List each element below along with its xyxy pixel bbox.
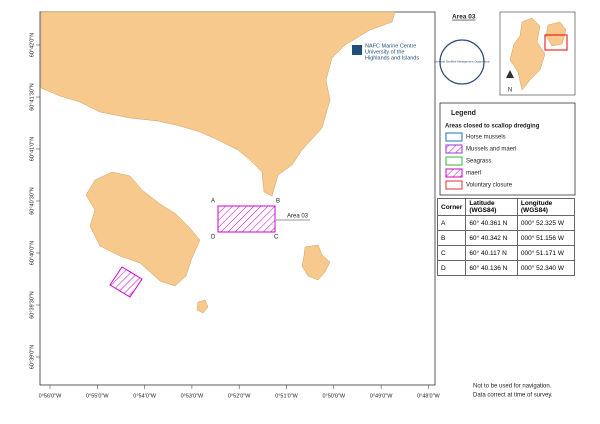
table-cell: A [436, 215, 467, 231]
lon-label: 0°56'0"W [39, 393, 62, 399]
north-arrow: N [508, 88, 512, 94]
table-cell: B [436, 230, 467, 246]
lat-label: 60°40'0"N [29, 241, 35, 265]
table-row: D 60° 40.136 N 000° 52.340 W [436, 260, 576, 276]
lat-label: 60°41'0"N [29, 137, 35, 161]
legend-subtitle: Areas closed to scallop dredging [445, 124, 540, 130]
land [85, 171, 201, 287]
logo-text: NAFC Marine Centre [365, 43, 416, 49]
table-cell: Corner [436, 198, 467, 216]
closure-area [217, 205, 276, 233]
legend-label: Seagrass [466, 159, 491, 165]
corner-label: A [211, 199, 215, 205]
logo-text: University of the [365, 49, 404, 55]
table-cell: 60° 40.136 N [465, 260, 518, 276]
legend-swatch [445, 180, 463, 190]
logo-text: Highlands and Islands [365, 55, 419, 61]
corner-label: D [211, 235, 216, 241]
footer: Not to be used for navigation. [473, 384, 552, 390]
legend-swatch [445, 168, 463, 178]
legend-title: Legend [451, 110, 476, 117]
table-cell: 000° 51.156 W [516, 230, 576, 246]
lon-label: 0°49'0"W [370, 393, 393, 399]
lon-labels: 0°56'0"W 0°55'0"W 0°54'0"W 0°53'0"W 0°52'0"W… [39, 385, 441, 399]
lat-label: 60°40'30"N [29, 187, 35, 215]
table-row: A 60° 40.361 N 000° 52.325 W [436, 215, 576, 231]
inset-map [499, 11, 576, 96]
area-label: Area 03 [287, 214, 309, 220]
lon-label: 0°54'0"W [133, 393, 156, 399]
corner-label: B [276, 199, 280, 205]
lat-label: 60°41'30"N [29, 83, 35, 111]
ssmo-logo [439, 39, 485, 85]
table-cell: C [436, 245, 467, 261]
nafc-logo: NAFC Marine Centre University of the Hig… [352, 43, 419, 61]
legend-label: Horse mussels [466, 135, 506, 141]
panel-title: Area 03 [452, 14, 476, 21]
ssmo-text: Shetland Shellfish Management Organisati… [434, 60, 491, 64]
legend-swatch [445, 144, 463, 154]
legend-label: maerl [466, 171, 481, 177]
table-cell: 000° 51.171 W [516, 245, 576, 261]
land [40, 11, 396, 197]
legend-items: Horse mussels Mussels and maerl Seagrass ma… [445, 132, 516, 190]
table-cell: Longitude (WGS84) [516, 198, 576, 216]
corner-label: C [274, 235, 279, 241]
footer: Data correct at time of survey. [473, 393, 553, 399]
table-cell: 000° 52.340 W [516, 260, 576, 276]
lat-label: 60°39'0"N [29, 345, 35, 369]
lon-label: 0°53'0"W [181, 393, 204, 399]
lat-labels: 60°42'0"N 60°41'30"N 60°41'0"N 60°40'30"N 60… [29, 33, 40, 369]
legend-label: Voluntary closure [466, 183, 513, 189]
lon-label: 0°50'0"W [322, 393, 345, 399]
map-frame: A B C D Area 03 NAFC Marine Centre Unive… [39, 11, 436, 386]
lat-label: 60°39'30"N [29, 291, 35, 319]
table-cell: 60° 40.342 N [465, 230, 518, 246]
land [301, 244, 331, 281]
table-cell: 000° 52.325 W [516, 215, 576, 231]
closure-area [109, 266, 143, 298]
table-cell: D [436, 260, 467, 276]
lon-label: 0°55'0"W [86, 393, 109, 399]
table-cell: Latitude (WGS84) [465, 198, 518, 216]
legend-swatch [445, 132, 463, 142]
land [196, 299, 209, 314]
lon-label: 0°51'0"W [275, 393, 298, 399]
table-row: B 60° 40.342 N 000° 51.156 W [436, 230, 576, 246]
table-row: Corner Latitude (WGS84) Longitude (WGS84) [436, 198, 576, 216]
coordinates-table: Corner Latitude (WGS84) Longitude (WGS84) A… [436, 198, 576, 276]
table-cell: 60° 40.361 N [465, 215, 518, 231]
lon-label: 0°48'0"W [417, 393, 440, 399]
table-cell: 60° 40.117 N [465, 245, 518, 261]
lat-label: 60°42'0"N [29, 33, 35, 57]
legend-swatch [445, 156, 463, 166]
legend-label: Mussels and maerl [466, 147, 516, 153]
lon-label: 0°52'0"W [228, 393, 251, 399]
table-row: C 60° 40.117 N 000° 51.171 W [436, 245, 576, 261]
